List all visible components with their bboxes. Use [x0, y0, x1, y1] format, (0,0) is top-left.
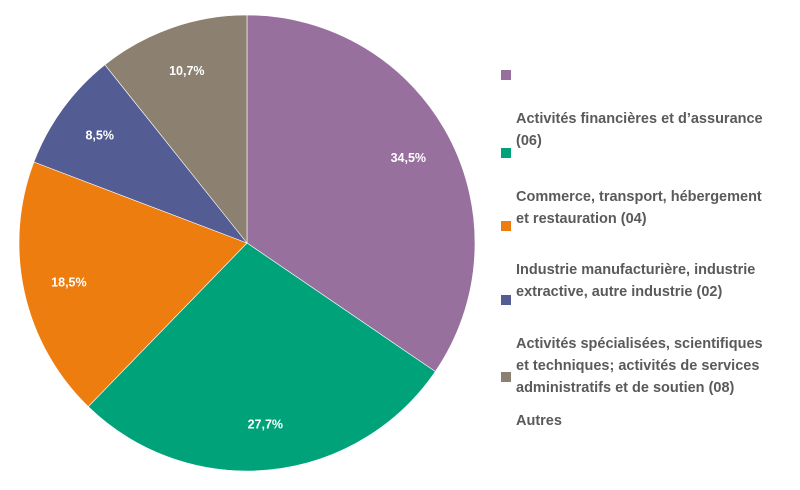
pie-slice-1 — [87, 242, 436, 472]
pie-slice-4 — [104, 14, 248, 244]
legend-item-industry: Industrie manufacturière, industrie extr… — [500, 215, 800, 303]
legend-label-financial: Activités financières et d’assurance (06… — [516, 111, 763, 149]
legend-swatch-financial — [501, 70, 511, 80]
legend-item-commerce: Commerce, transport, hébergement et rest… — [500, 142, 800, 230]
legend-swatch-specialized — [501, 295, 511, 305]
pie-slice-label-1: 27,7% — [248, 418, 283, 432]
legend-label-specialized: Activités spécialisées, scientifiques et… — [516, 336, 763, 396]
pie-slice-2 — [18, 161, 248, 408]
legend-item-financial: Activités financières et d’assurance (06… — [500, 64, 800, 152]
legend-item-others: Autres — [500, 366, 800, 432]
legend-swatch-others — [501, 372, 511, 382]
pie-slice-label-2: 18,5% — [51, 276, 86, 290]
legend-swatch-industry — [501, 221, 511, 231]
pie-slice-label-4: 10,7% — [169, 64, 204, 78]
legend-label-industry: Industrie manufacturière, industrie extr… — [516, 262, 756, 300]
legend-swatch-commerce — [501, 148, 511, 158]
pie-slice-3 — [33, 64, 248, 244]
legend-item-specialized: Activités spécialisées, scientifiques et… — [500, 289, 800, 399]
legend-label-others: Autres — [516, 413, 562, 429]
legend-label-commerce: Commerce, transport, hébergement et rest… — [516, 189, 762, 227]
pie-slice-label-3: 8,5% — [85, 129, 114, 143]
pie-slice-label-0: 34,5% — [391, 151, 426, 165]
pie-slice-0 — [246, 14, 476, 372]
pie-chart: 34,5% 27,7% 18,5% 8,5% 10,7% — [18, 14, 476, 472]
